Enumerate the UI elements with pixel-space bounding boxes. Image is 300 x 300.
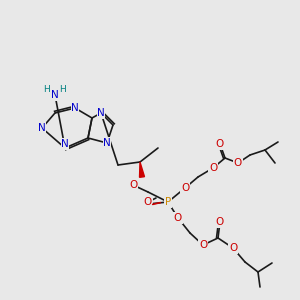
- Text: O: O: [209, 163, 217, 173]
- Text: P: P: [165, 197, 171, 207]
- Text: H: H: [60, 85, 66, 94]
- Text: O: O: [181, 183, 189, 193]
- Polygon shape: [140, 162, 145, 177]
- Text: O: O: [143, 197, 151, 207]
- Text: O: O: [129, 180, 137, 190]
- Text: N: N: [71, 103, 79, 113]
- Text: O: O: [199, 240, 207, 250]
- Text: N: N: [61, 139, 69, 149]
- Text: N: N: [51, 90, 59, 100]
- Text: O: O: [174, 213, 182, 223]
- Text: O: O: [216, 139, 224, 149]
- Text: O: O: [229, 243, 237, 253]
- Text: H: H: [44, 85, 50, 94]
- Text: O: O: [144, 199, 152, 209]
- Text: O: O: [216, 217, 224, 227]
- Text: N: N: [97, 108, 105, 118]
- Text: N: N: [103, 138, 111, 148]
- Text: O: O: [234, 158, 242, 168]
- Text: N: N: [38, 123, 46, 133]
